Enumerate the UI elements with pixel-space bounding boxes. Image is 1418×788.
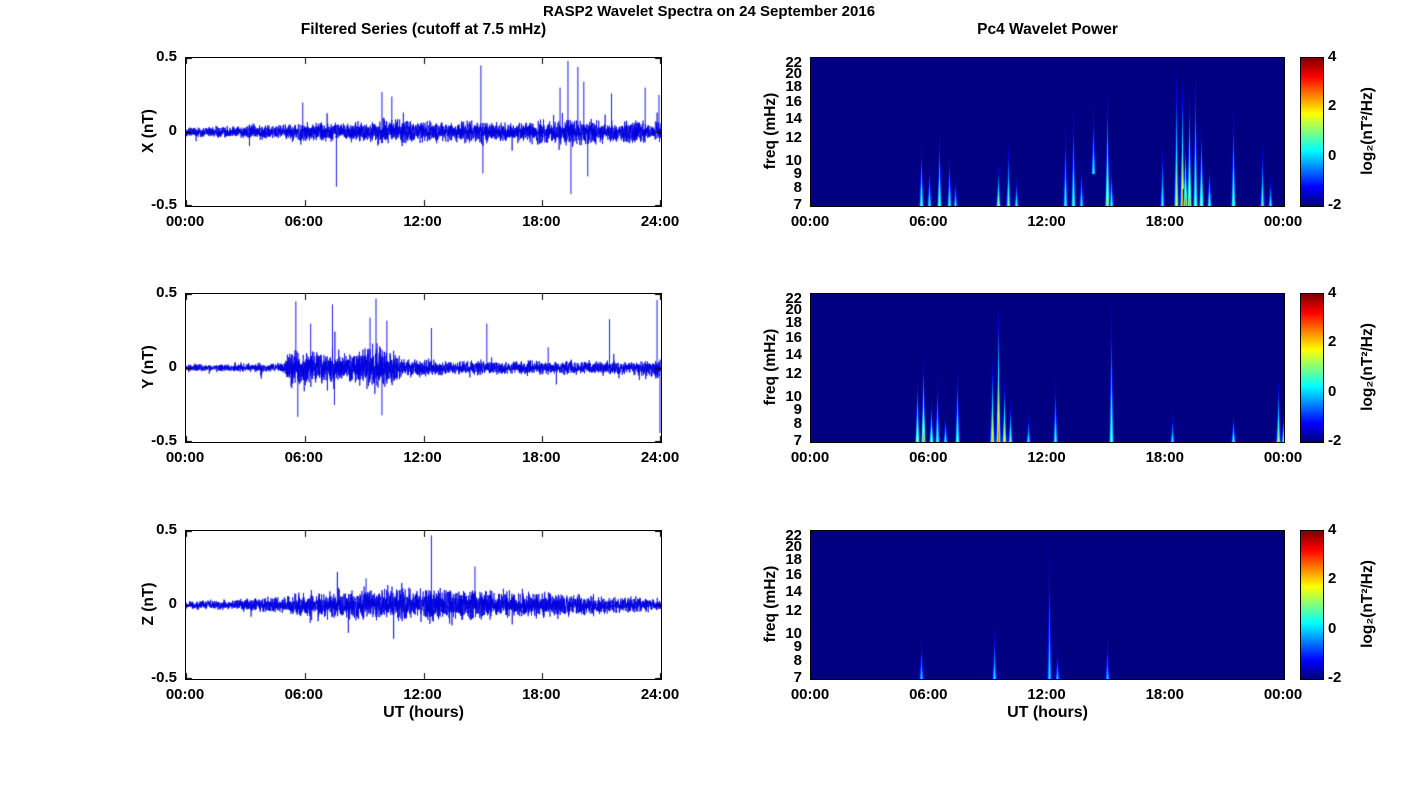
freq-tick-label: 8 [793, 652, 802, 670]
freq-tick-label: 8 [793, 415, 802, 433]
right-xaxis-label: UT (hours) [1007, 704, 1088, 721]
colorbar-tick-label: 4 [1328, 284, 1337, 301]
x-tick-label: 24:00 [640, 213, 680, 230]
freq-tick-label: 18 [785, 78, 802, 96]
x-tick-label: 00:00 [1263, 449, 1303, 466]
x-tick-label: 00:00 [790, 449, 830, 466]
wavelet-power-z-heatmap [810, 530, 1285, 680]
x-tick-label: 00:00 [165, 686, 205, 703]
freq-tick-label: 10 [785, 387, 802, 405]
left-column-title: Filtered Series (cutoff at 7.5 mHz) [300, 21, 547, 38]
freq-tick-label: 18 [785, 551, 802, 569]
colorbar-tick-label: -2 [1328, 432, 1342, 449]
x-tick-label: 00:00 [165, 213, 205, 230]
figure-title: RASP2 Wavelet Spectra on 24 September 20… [542, 3, 876, 20]
x-tick-label: 06:00 [284, 213, 323, 230]
colorbar-tick-label: 4 [1328, 48, 1337, 65]
freq-tick-label: 22 [785, 53, 802, 71]
x-tick-label: 00:00 [1263, 686, 1303, 703]
x-tick-label: 24:00 [640, 686, 680, 703]
y-tick-label: 0.5 [156, 48, 177, 65]
colorbar-tick-label: 2 [1328, 333, 1337, 351]
y-tick-label: 0 [168, 358, 177, 375]
wavelet-power-x-heatmap [810, 57, 1285, 207]
freq-tick-label: 16 [785, 566, 802, 584]
freq-tick-label: 12 [785, 128, 802, 146]
colorbar-tick-label: 0 [1328, 382, 1337, 400]
freq-tick-label: 12 [785, 364, 802, 382]
freq-tick-label: 20 [785, 301, 802, 319]
y-tick-label: 0.5 [156, 284, 177, 301]
right-column-title: Pc4 Wavelet Power [977, 21, 1118, 38]
wavelet-power-y-heatmap [810, 293, 1285, 443]
freq-tick-label: 14 [785, 345, 802, 363]
colorbar-x-label: log₂(nT²/Hz) [1359, 87, 1376, 175]
x-tick-label: 06:00 [909, 213, 948, 230]
colorbar-z-label: log₂(nT²/Hz) [1359, 560, 1376, 648]
x-tick-label: 00:00 [790, 686, 830, 703]
colorbar-x [1300, 57, 1324, 207]
colorbar-y-label: log₂(nT²/Hz) [1359, 323, 1376, 411]
freq-tick-label: 9 [793, 164, 802, 182]
colorbar-z [1300, 530, 1324, 680]
x-tick-label: 18:00 [1145, 213, 1184, 230]
left-xaxis-label: UT (hours) [383, 704, 464, 721]
x-tick-label: 18:00 [522, 213, 561, 230]
x-tick-label: 12:00 [403, 449, 442, 466]
colorbar-tick-label: 2 [1328, 570, 1337, 588]
x-tick-label: 12:00 [1027, 449, 1066, 466]
freq-tick-label: 14 [785, 582, 802, 600]
y-tick-label: 0 [168, 122, 177, 139]
colorbar-tick-label: 0 [1328, 146, 1337, 164]
freq-tick-label: 7 [793, 669, 802, 686]
x-tick-label: 00:00 [165, 449, 205, 466]
x-tick-label: 06:00 [909, 449, 948, 466]
timeseries-z-plot [185, 530, 662, 680]
x-tick-label: 12:00 [1027, 213, 1066, 230]
freq-tick-label: 22 [785, 526, 802, 544]
freq-tick-label: 16 [785, 329, 802, 347]
x-tick-label: 06:00 [284, 449, 323, 466]
x-tick-label: 18:00 [1145, 449, 1184, 466]
x-tick-label: 24:00 [640, 449, 680, 466]
freq-tick-label: 20 [785, 538, 802, 556]
freq-tick-label: 10 [785, 624, 802, 642]
x-tick-label: 12:00 [1027, 686, 1066, 703]
colorbar-y [1300, 293, 1324, 443]
colorbar-tick-label: 4 [1328, 521, 1337, 538]
y-tick-label: 0.5 [156, 521, 177, 538]
x-tick-label: 00:00 [1263, 213, 1303, 230]
x-tick-label: 00:00 [790, 213, 830, 230]
timeseries-y-plot [185, 293, 662, 443]
freq-tick-label: 7 [793, 432, 802, 449]
colorbar-tick-label: 0 [1328, 619, 1337, 637]
x-tick-label: 18:00 [1145, 686, 1184, 703]
timeseries-x-plot [185, 57, 662, 207]
colorbar-tick-label: 2 [1328, 97, 1337, 115]
freq-tick-label: 18 [785, 314, 802, 332]
freq-tick-label: 14 [785, 109, 802, 127]
freq-tick-label: 8 [793, 179, 802, 197]
freq-tick-label: 20 [785, 65, 802, 83]
y-tick-label: -0.5 [151, 669, 177, 686]
colorbar-tick-label: -2 [1328, 669, 1342, 686]
x-tick-label: 12:00 [403, 213, 442, 230]
x-tick-label: 12:00 [403, 686, 442, 703]
freq-tick-label: 9 [793, 400, 802, 418]
freq-tick-label: 7 [793, 196, 802, 213]
freq-tick-label: 9 [793, 637, 802, 655]
freq-tick-label: 12 [785, 601, 802, 619]
x-tick-label: 18:00 [522, 686, 561, 703]
freq-tick-label: 22 [785, 289, 802, 307]
y-tick-label: -0.5 [151, 196, 177, 213]
x-tick-label: 06:00 [909, 686, 948, 703]
freq-tick-label: 16 [785, 93, 802, 111]
colorbar-tick-label: -2 [1328, 196, 1342, 213]
freq-tick-label: 10 [785, 151, 802, 169]
y-tick-label: -0.5 [151, 432, 177, 449]
x-tick-label: 06:00 [284, 686, 323, 703]
x-tick-label: 18:00 [522, 449, 561, 466]
y-tick-label: 0 [168, 595, 177, 612]
